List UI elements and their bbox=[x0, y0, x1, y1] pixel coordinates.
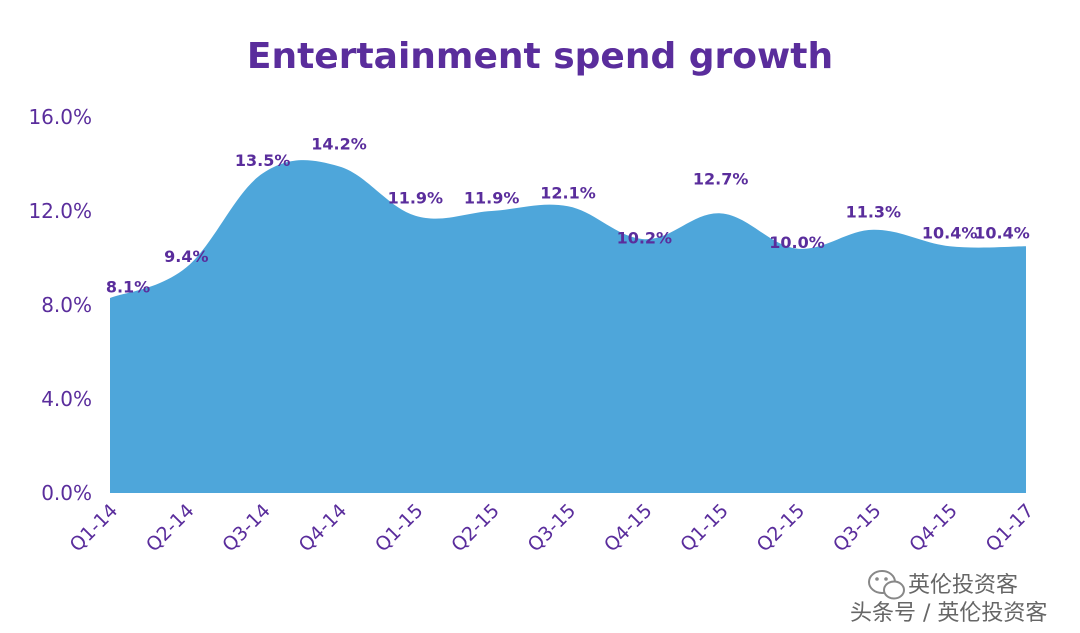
x-tick-label: Q1-14 bbox=[66, 500, 123, 557]
data-label: 11.9% bbox=[464, 188, 520, 207]
x-tick-label: Q3-14 bbox=[218, 500, 275, 557]
watermark-line2: 头条号 / 英伦投资客 bbox=[850, 601, 1047, 626]
data-label: 9.4% bbox=[164, 247, 208, 266]
y-tick-label: 16.0% bbox=[28, 105, 92, 129]
x-tick-label: Q2-14 bbox=[142, 500, 199, 557]
area-series bbox=[110, 160, 1026, 493]
x-tick-label: Q3-15 bbox=[829, 500, 886, 557]
y-tick-label: 4.0% bbox=[41, 387, 92, 411]
y-tick-label: 12.0% bbox=[28, 199, 92, 223]
x-axis: Q1-14 Q2-14 Q3-14 Q4-14 Q1-15 Q2-15 Q3-15 Q4-15… bbox=[66, 500, 1039, 557]
wechat-icon bbox=[868, 570, 905, 600]
x-tick-label: Q4-15 bbox=[600, 500, 657, 557]
watermark: 英伦投资客 头条号 / 英伦投资客 bbox=[850, 570, 1047, 626]
x-tick-label: Q4-15 bbox=[905, 500, 962, 557]
y-axis: 0.0% 4.0% 8.0% 12.0% 16.0% bbox=[28, 105, 92, 505]
chart-title: Entertainment spend growth bbox=[247, 36, 833, 77]
y-tick-label: 8.0% bbox=[41, 293, 92, 317]
data-label: 10.0% bbox=[769, 233, 825, 252]
watermark-line1: 英伦投资客 bbox=[908, 573, 1018, 598]
data-label: 8.1% bbox=[106, 278, 150, 297]
data-label: 12.1% bbox=[540, 184, 596, 203]
x-tick-label: Q1-15 bbox=[371, 500, 428, 557]
data-label: 11.3% bbox=[846, 202, 902, 221]
data-label: 12.7% bbox=[693, 170, 749, 189]
y-tick-label: 0.0% bbox=[41, 481, 92, 505]
data-label: 13.5% bbox=[235, 151, 291, 170]
x-tick-label: Q4-14 bbox=[295, 500, 352, 557]
x-tick-label: Q3-15 bbox=[524, 500, 581, 557]
area-layer bbox=[110, 160, 1026, 493]
data-labels: 8.1% 9.4% 13.5% 14.2% 11.9% 11.9% 12.1% 10.2% 12… bbox=[106, 134, 1030, 296]
data-label: 11.9% bbox=[388, 188, 444, 207]
x-tick-label: Q2-15 bbox=[753, 500, 810, 557]
data-label: 14.2% bbox=[311, 134, 367, 153]
x-tick-label: Q2-15 bbox=[447, 500, 504, 557]
data-label: 10.2% bbox=[617, 228, 673, 247]
data-label: 10.4% bbox=[974, 224, 1030, 243]
x-tick-label: Q1-15 bbox=[676, 500, 733, 557]
x-tick-label: Q1-17 bbox=[982, 500, 1039, 557]
data-label: 10.4% bbox=[922, 224, 978, 243]
